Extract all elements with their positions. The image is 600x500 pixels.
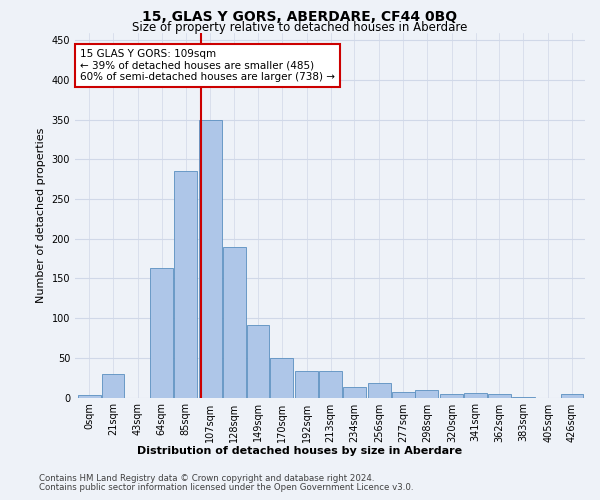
Bar	[78, 395, 101, 398]
Bar	[150, 268, 173, 398]
Bar	[415, 390, 439, 398]
Text: Contains HM Land Registry data © Crown copyright and database right 2024.: Contains HM Land Registry data © Crown c…	[39, 474, 374, 483]
Bar	[512, 396, 535, 398]
Bar	[319, 370, 342, 398]
Bar	[199, 120, 222, 398]
Bar	[368, 383, 391, 398]
Text: Distribution of detached houses by size in Aberdare: Distribution of detached houses by size …	[137, 446, 463, 456]
Bar	[343, 387, 366, 398]
Bar	[392, 392, 415, 398]
Bar	[174, 172, 197, 398]
Bar	[440, 394, 463, 398]
Bar	[488, 394, 511, 398]
Bar	[247, 326, 269, 398]
Text: 15, GLAS Y GORS, ABERDARE, CF44 0BQ: 15, GLAS Y GORS, ABERDARE, CF44 0BQ	[142, 10, 458, 24]
Bar	[271, 358, 293, 398]
Text: Contains public sector information licensed under the Open Government Licence v3: Contains public sector information licen…	[39, 483, 413, 492]
Bar	[223, 246, 245, 398]
Text: Size of property relative to detached houses in Aberdare: Size of property relative to detached ho…	[133, 21, 467, 34]
Bar	[295, 370, 318, 398]
Bar	[560, 394, 583, 398]
Bar	[464, 392, 487, 398]
Text: 15 GLAS Y GORS: 109sqm
← 39% of detached houses are smaller (485)
60% of semi-de: 15 GLAS Y GORS: 109sqm ← 39% of detached…	[80, 49, 335, 82]
Bar	[101, 374, 124, 398]
Y-axis label: Number of detached properties: Number of detached properties	[36, 128, 46, 302]
